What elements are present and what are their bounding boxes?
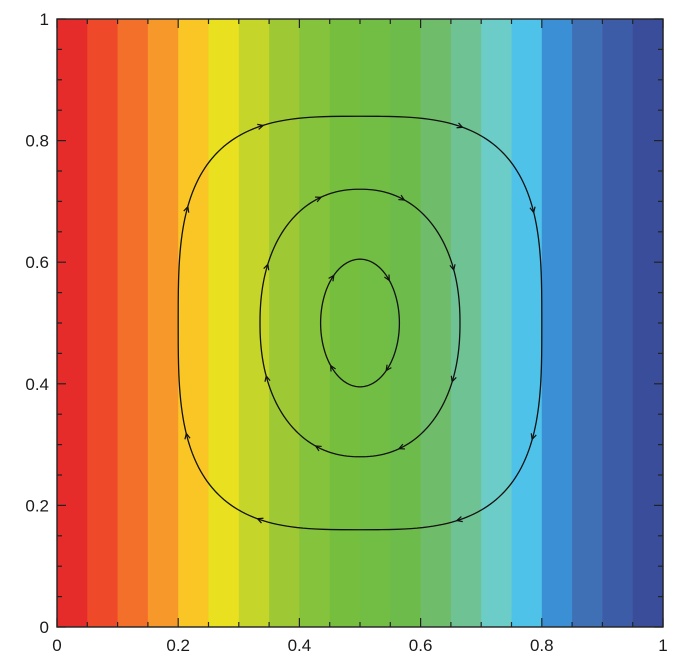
- streamline-middle-arrow: [398, 194, 406, 201]
- streamline-middle: [259, 188, 461, 458]
- streamline-middle-arrow: [264, 374, 271, 382]
- contour-band-16: [541, 19, 573, 627]
- y-axis-tick-labels: 0 0.2 0.4 0.6 0.8 1: [25, 10, 49, 637]
- streamline-middle-arrow: [314, 445, 322, 452]
- contour-band-10: [360, 19, 391, 627]
- contour-band-6: [238, 19, 270, 627]
- contour-band-13: [450, 19, 482, 627]
- streamline-middle-arrow: [397, 443, 406, 450]
- contour-band-17: [572, 19, 603, 627]
- contour-band-1: [87, 19, 119, 627]
- x-axis-tick-labels: 0 0.2 0.4 0.6 0.8 1: [52, 636, 667, 655]
- streamline-outer-arrow: [530, 433, 537, 441]
- contour-band-14: [481, 19, 513, 627]
- streamline-middle-arrow: [263, 262, 270, 271]
- streamline-outer-arrow: [529, 206, 536, 214]
- y-tick-label: 0.8: [25, 132, 49, 151]
- y-tick-label: 1: [40, 10, 49, 29]
- contour-band-5: [208, 19, 240, 627]
- streamline-outer-arrow: [257, 123, 265, 130]
- contour-band-18: [602, 19, 634, 627]
- contour-band-2: [117, 19, 149, 627]
- streamline-inner-arrow: [328, 274, 335, 282]
- contour-band-11: [390, 19, 422, 627]
- contour-band-15: [511, 19, 543, 627]
- x-tick-label: 0.2: [166, 636, 190, 655]
- streamline-inner-arrow: [384, 274, 390, 282]
- streamline-outer-arrow: [183, 205, 190, 213]
- contour-band-9: [329, 19, 361, 627]
- streamline-inner-arrow: [330, 364, 336, 372]
- streamline-middle-arrow: [314, 196, 323, 203]
- contour-band-7: [269, 19, 300, 627]
- streamline-middle-arrow: [450, 375, 457, 384]
- streamline-inner: [319, 258, 401, 388]
- streamline-outer-arrow: [184, 432, 191, 440]
- y-tick-label: 0.6: [25, 253, 49, 272]
- streamline-middle-arrow: [449, 264, 456, 272]
- contour-band-4: [178, 19, 210, 627]
- x-tick-label: 0.4: [288, 636, 312, 655]
- y-tick-label: 0: [40, 618, 49, 637]
- contour-band-8: [299, 19, 331, 627]
- streamline-outer-arrow: [456, 122, 464, 129]
- x-tick-label: 0.6: [409, 636, 433, 655]
- x-tick-label: 1: [658, 636, 667, 655]
- x-tick-label: 0: [52, 636, 61, 655]
- streamline-outer-arrow: [256, 517, 264, 524]
- streamline-outer: [177, 115, 543, 531]
- x-tick-label: 0.8: [530, 636, 554, 655]
- contour-band-12: [420, 19, 452, 627]
- y-tick-label: 0.2: [25, 496, 49, 515]
- streamlines: [177, 115, 543, 531]
- contour-band-3: [147, 19, 179, 627]
- contour-band-0: [57, 19, 88, 627]
- y-tick-label: 0.4: [25, 375, 49, 394]
- contour-bands: [57, 19, 664, 627]
- axis-ticks: [56, 18, 664, 628]
- streamline-outer-arrow: [455, 516, 463, 523]
- streamline-inner-arrow: [385, 364, 392, 372]
